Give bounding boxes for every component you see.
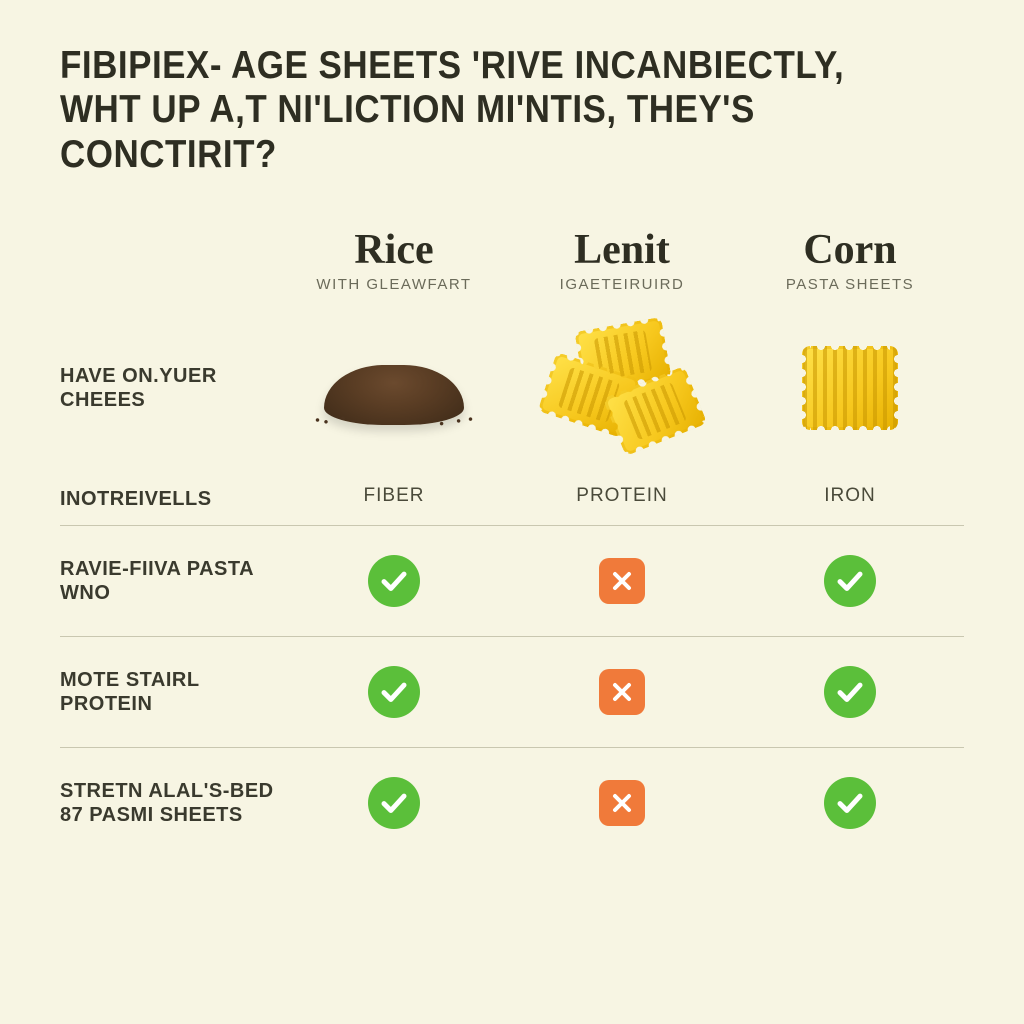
mark-cell (736, 526, 964, 636)
headline-line-1: FIBIPIEX- AGE SHEETS 'RIVE INCANBIECTLY, (60, 44, 844, 87)
image-rice (280, 303, 508, 473)
check-icon (368, 777, 420, 829)
mark-cell (736, 748, 964, 858)
col-title: Rice (280, 226, 508, 274)
col-head-corn: Corn PASTA SHEETS (736, 226, 964, 303)
mark-cell (280, 637, 508, 747)
cross-icon (599, 558, 645, 604)
col-subtitle: IGAETEIRUIRD (508, 276, 736, 293)
mark-cell (508, 748, 736, 858)
pasta-single-icon (785, 323, 915, 453)
headline: FIBIPIEX- AGE SHEETS 'RIVE INCANBIECTLY,… (60, 44, 964, 177)
mark-cell (280, 526, 508, 636)
check-icon (824, 666, 876, 718)
mark-cell (508, 526, 736, 636)
nutrient-fiber: FIBER (280, 473, 508, 525)
image-lenit (508, 303, 736, 473)
pasta-group-icon (537, 318, 707, 458)
row-label-intro: HAVE ON.YUER CHEEES (60, 364, 280, 412)
col-subtitle: PASTA SHEETS (736, 276, 964, 293)
image-corn (736, 303, 964, 473)
table-row-label: RAVIE-FIIVA PASTA WNO (60, 527, 280, 635)
mark-cell (736, 637, 964, 747)
rice-pile-icon (309, 343, 479, 433)
col-subtitle: WITH GLEAWFART (280, 276, 508, 293)
check-icon (368, 555, 420, 607)
cross-icon (599, 669, 645, 715)
cross-icon (599, 780, 645, 826)
col-title: Lenit (508, 226, 736, 274)
headline-line-2: WHT UP A,T NI'LICTION MI'NTIS, THEY'S CO… (60, 88, 755, 175)
nutrient-iron: IRON (736, 473, 964, 525)
row-label-nutrients: INOTREIVELLS (60, 487, 280, 511)
comparison-table: Rice WITH GLEAWFART Lenit IGAETEIRUIRD C… (60, 226, 964, 858)
col-title: Corn (736, 226, 964, 274)
col-head-rice: Rice WITH GLEAWFART (280, 226, 508, 303)
mark-cell (508, 637, 736, 747)
check-icon (824, 555, 876, 607)
nutrient-protein: PROTEIN (508, 473, 736, 525)
mark-cell (280, 748, 508, 858)
check-icon (368, 666, 420, 718)
table-row-label: MOTE STAIRL PROTEIN (60, 638, 280, 746)
table-row-label: STRETN ALAL'S-BED 87 PASMI SHEETS (60, 749, 280, 857)
col-head-lenit: Lenit IGAETEIRUIRD (508, 226, 736, 303)
check-icon (824, 777, 876, 829)
